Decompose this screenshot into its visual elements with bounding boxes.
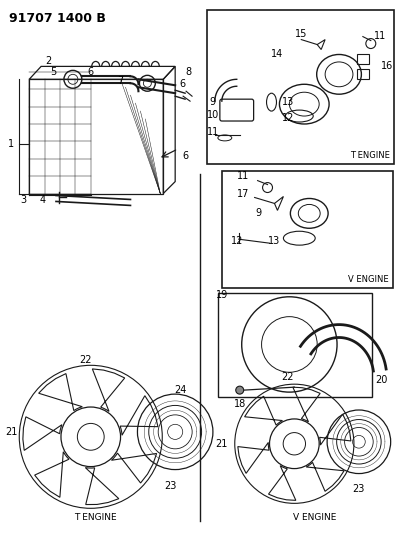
Circle shape [236, 386, 244, 394]
Text: 19: 19 [216, 290, 228, 300]
Bar [222, 171, 393, 288]
Text: 6: 6 [179, 79, 185, 89]
Text: T ENGINE: T ENGINE [75, 513, 117, 522]
Bar [207, 10, 394, 164]
Text: 18: 18 [234, 399, 246, 409]
Bar [357, 69, 369, 79]
Text: 12: 12 [231, 236, 243, 246]
Text: 13: 13 [282, 97, 294, 107]
Text: 91707 1400 B: 91707 1400 B [9, 12, 106, 25]
Text: 7: 7 [117, 76, 124, 86]
Text: 10: 10 [207, 110, 219, 120]
Text: 5: 5 [50, 67, 56, 77]
Text: 11: 11 [374, 30, 386, 41]
Text: 11: 11 [207, 127, 219, 137]
Text: 1: 1 [8, 139, 14, 149]
Text: V ENGINE: V ENGINE [292, 513, 336, 522]
Text: 21: 21 [216, 439, 228, 449]
Text: 15: 15 [295, 29, 308, 38]
Text: 21: 21 [5, 427, 18, 437]
Text: 9: 9 [255, 208, 262, 219]
Text: 4: 4 [40, 196, 46, 205]
Text: 12: 12 [282, 113, 295, 123]
Text: 20: 20 [376, 375, 388, 385]
Text: 9: 9 [210, 97, 216, 107]
Text: 22: 22 [79, 356, 92, 365]
Text: 24: 24 [174, 385, 186, 395]
Text: 14: 14 [271, 50, 284, 60]
Text: 8: 8 [185, 67, 191, 77]
Text: 3: 3 [20, 196, 26, 205]
Text: 13: 13 [268, 236, 281, 246]
Text: 23: 23 [164, 481, 176, 491]
Text: 16: 16 [381, 61, 393, 71]
Text: 6: 6 [88, 67, 94, 77]
Text: 23: 23 [353, 484, 365, 495]
Text: T ENGINE: T ENGINE [350, 151, 390, 160]
Text: V ENGINE: V ENGINE [348, 275, 389, 284]
Text: 6: 6 [182, 151, 188, 161]
Bar [218, 293, 372, 397]
Bar [357, 54, 369, 64]
Text: 2: 2 [45, 56, 51, 67]
Text: 11: 11 [237, 171, 249, 181]
Text: 22: 22 [281, 372, 294, 382]
Text: 17: 17 [237, 189, 249, 198]
